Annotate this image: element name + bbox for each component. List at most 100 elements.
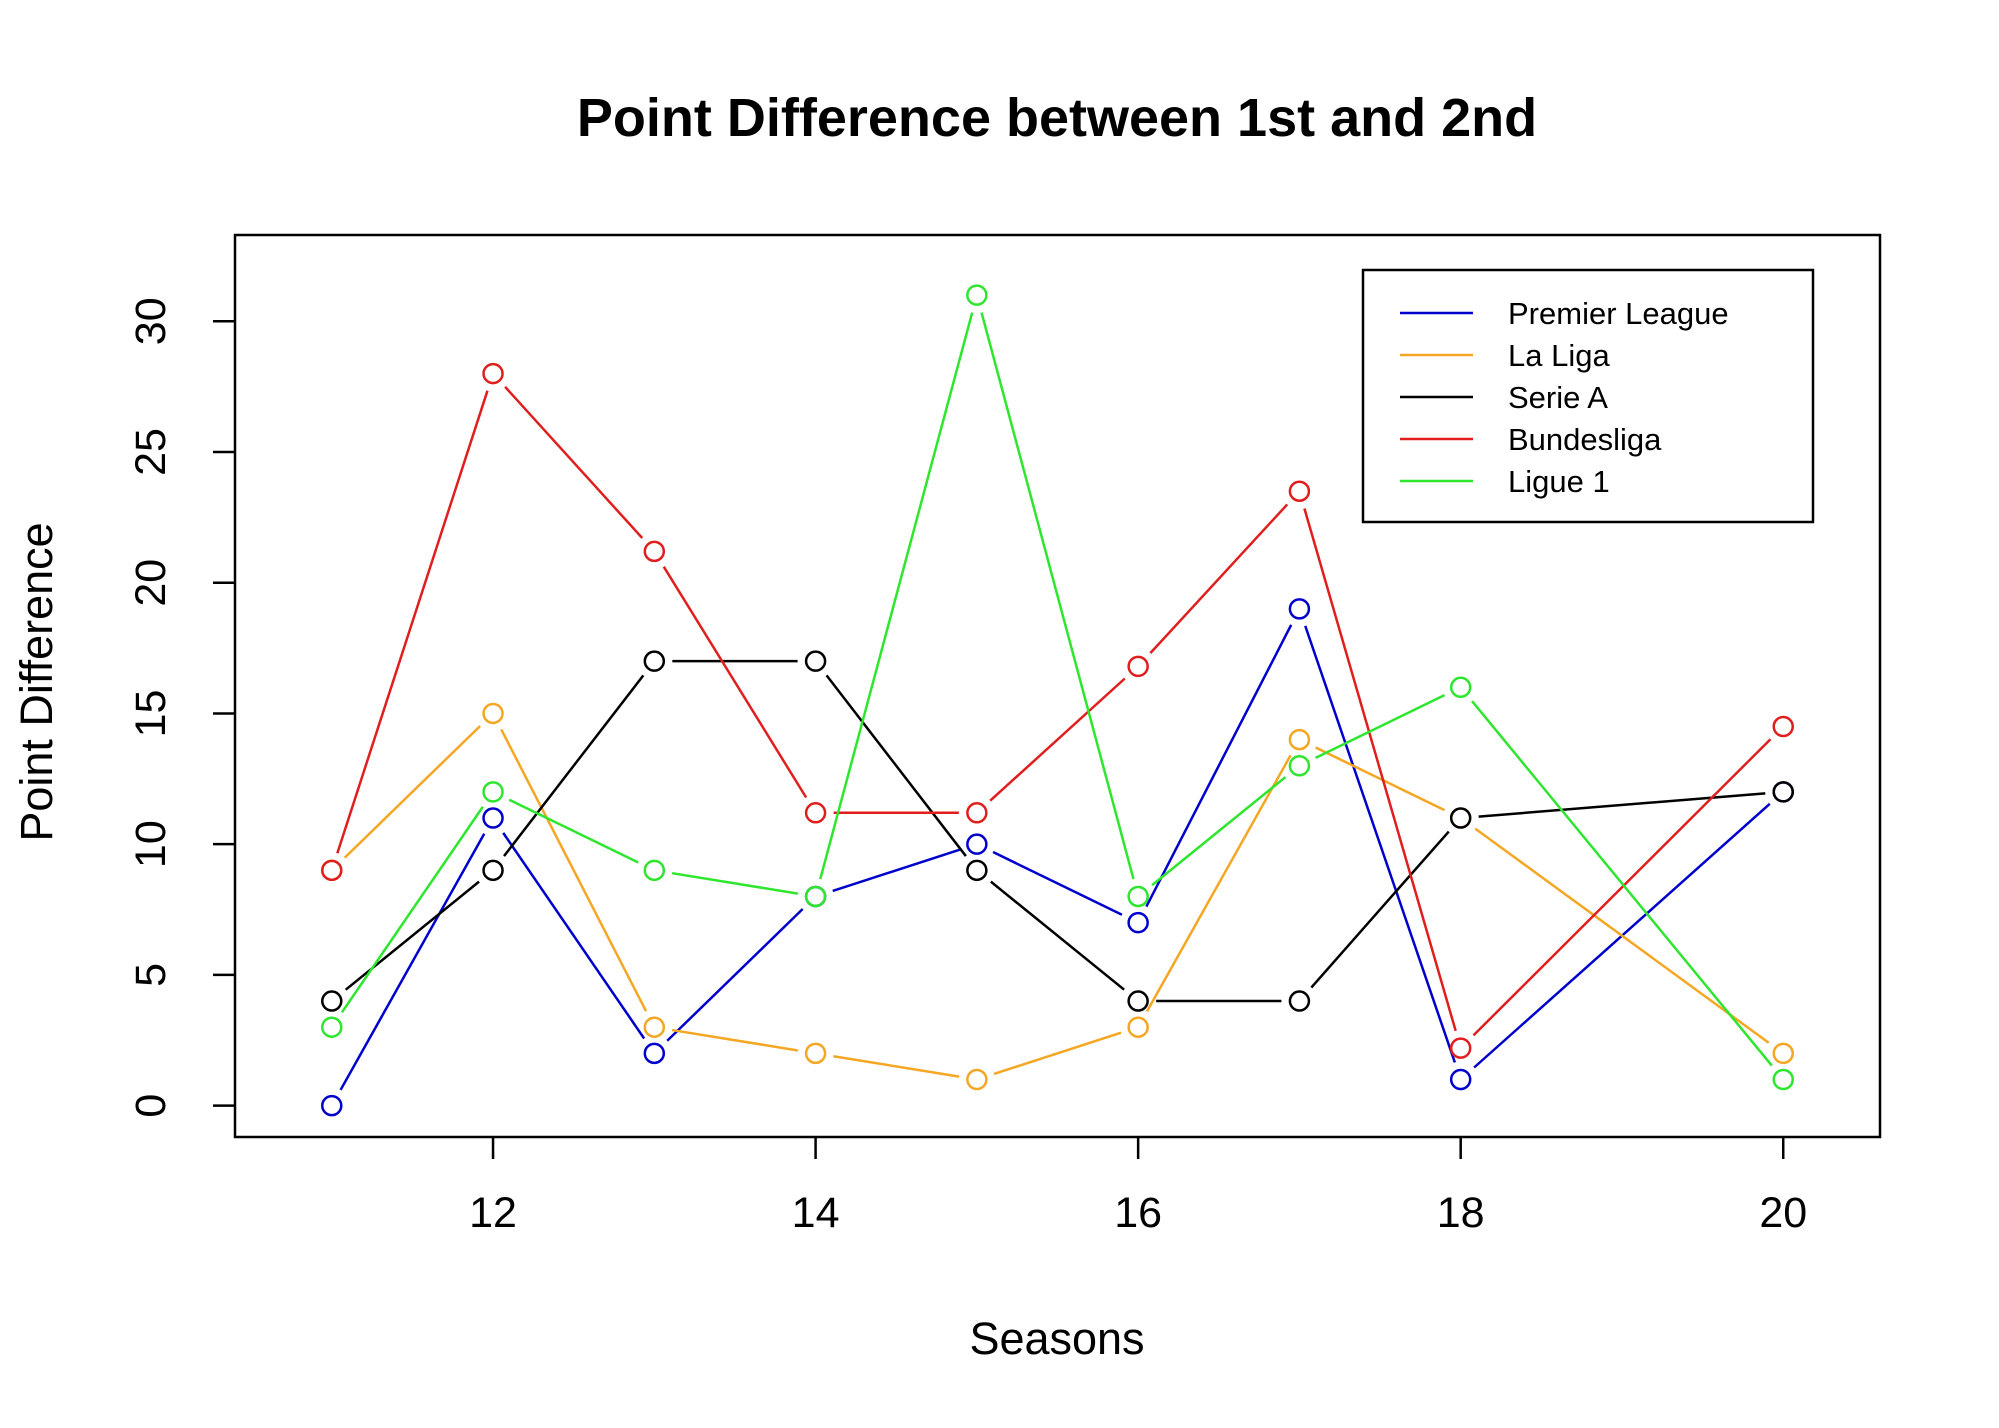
series-line-ligue-1 [340, 806, 484, 1014]
series-line-ligue-1 [671, 871, 799, 895]
x-tick-label: 20 [1759, 1189, 1807, 1237]
series-line-bundesliga [1472, 738, 1772, 1037]
point-la-liga [1772, 1042, 1794, 1065]
point-bundesliga [482, 362, 504, 385]
point-serie-a [1288, 990, 1311, 1012]
y-tick-label: 25 [127, 428, 175, 476]
series-line-serie-a [990, 880, 1125, 991]
series-line-la-liga [1145, 754, 1292, 1013]
y-tick-label: 15 [127, 690, 175, 738]
x-tick-label: 18 [1437, 1189, 1485, 1237]
series-points [321, 284, 1794, 1117]
plot-frame [233, 233, 1882, 1139]
point-bundesliga [1772, 715, 1794, 738]
point-bundesliga [804, 802, 827, 824]
y-axis-label: Point Difference [11, 522, 62, 841]
y-tick-label: 0 [127, 1094, 175, 1118]
series-line-bundesliga [336, 390, 489, 854]
series-line-bundesliga [662, 566, 808, 799]
series-lines [336, 312, 1773, 1091]
x-tick-label: 12 [469, 1189, 517, 1237]
point-ligue-1 [966, 284, 988, 306]
series-line-serie-a [1478, 792, 1766, 818]
x-tick-label: 14 [792, 1189, 840, 1237]
series-line-ligue-1 [980, 312, 1135, 880]
point-ligue-1 [1288, 754, 1311, 777]
point-serie-a [482, 859, 504, 882]
series-line-ligue-1 [1315, 694, 1446, 759]
point-premier-league [1127, 911, 1149, 934]
point-la-liga [643, 1016, 666, 1038]
point-la-liga [1288, 728, 1311, 751]
y-tick-label: 10 [127, 820, 175, 868]
point-bundesliga [321, 859, 343, 882]
series-line-serie-a [503, 674, 645, 857]
series-line-ligue-1 [1151, 776, 1287, 887]
series-line-premier-league [1304, 625, 1457, 1063]
point-ligue-1 [1772, 1068, 1794, 1091]
point-la-liga [482, 702, 504, 725]
series-line-ligue-1 [819, 312, 974, 880]
series-line-la-liga [1474, 827, 1770, 1044]
series-line-premier-league [339, 833, 486, 1091]
point-ligue-1 [1127, 885, 1149, 908]
point-bundesliga [1288, 480, 1311, 502]
series-line-bundesliga [504, 386, 644, 539]
series-line-la-liga [1315, 746, 1446, 812]
series-line-ligue-1 [508, 798, 639, 864]
point-premier-league [1288, 598, 1311, 620]
point-la-liga [804, 1042, 827, 1065]
series-line-la-liga [500, 728, 648, 1012]
y-tick-label: 30 [127, 297, 175, 345]
legend-label-premier-league: Premier League [1508, 296, 1729, 331]
point-serie-a [966, 859, 988, 882]
series-line-premier-league [1145, 624, 1293, 908]
x-axis-label: Seasons [969, 1313, 1144, 1364]
y-tick-label: 5 [127, 963, 175, 987]
y-tick-label: 20 [127, 559, 175, 607]
point-serie-a [804, 650, 827, 672]
point-premier-league [966, 833, 988, 855]
legend-label-ligue-1: Ligue 1 [1508, 464, 1610, 499]
point-premier-league [321, 1094, 343, 1117]
series-line-la-liga [343, 725, 482, 859]
point-serie-a [1772, 781, 1794, 803]
series-line-la-liga [993, 1031, 1122, 1076]
series-line-bundesliga [1149, 503, 1289, 654]
point-bundesliga [643, 540, 666, 563]
point-la-liga [966, 1068, 988, 1091]
point-serie-a [321, 990, 343, 1012]
series-line-premier-league [992, 850, 1123, 916]
x-tick-label: 16 [1114, 1189, 1162, 1237]
series-line-serie-a [825, 674, 967, 857]
point-ligue-1 [482, 781, 504, 803]
legend-label-bundesliga: Bundesliga [1508, 422, 1662, 457]
series-line-ligue-1 [1471, 700, 1773, 1067]
series-line-la-liga [833, 1054, 960, 1078]
legend-label-serie-a: Serie A [1508, 380, 1608, 415]
y-axis-ticks: 0 5 10 15 20 25 30 [127, 297, 235, 1118]
point-serie-a [1127, 990, 1149, 1012]
chart-title: Point Difference between 1st and 2nd [577, 88, 1537, 148]
point-ligue-1 [643, 859, 666, 882]
point-bundesliga [1449, 1037, 1472, 1059]
point-premier-league [1449, 1068, 1472, 1091]
series-line-serie-a [1310, 830, 1450, 989]
series-line-serie-a [344, 880, 480, 991]
series-line-premier-league [666, 908, 804, 1042]
legend: Premier League La Liga Serie A Bundesliga Li… [1361, 268, 1815, 524]
point-ligue-1 [321, 1016, 343, 1038]
series-line-premier-league [502, 832, 646, 1040]
series-line-la-liga [671, 1028, 799, 1052]
point-la-liga [1127, 1016, 1149, 1038]
series-line-bundesliga [989, 677, 1126, 802]
legend-label-la-liga: La Liga [1508, 338, 1610, 373]
point-ligue-1 [804, 885, 827, 908]
point-ligue-1 [1449, 676, 1472, 699]
point-premier-league [643, 1042, 666, 1065]
point-bundesliga [1127, 655, 1149, 678]
point-serie-a [643, 650, 666, 672]
point-bundesliga [966, 802, 988, 824]
